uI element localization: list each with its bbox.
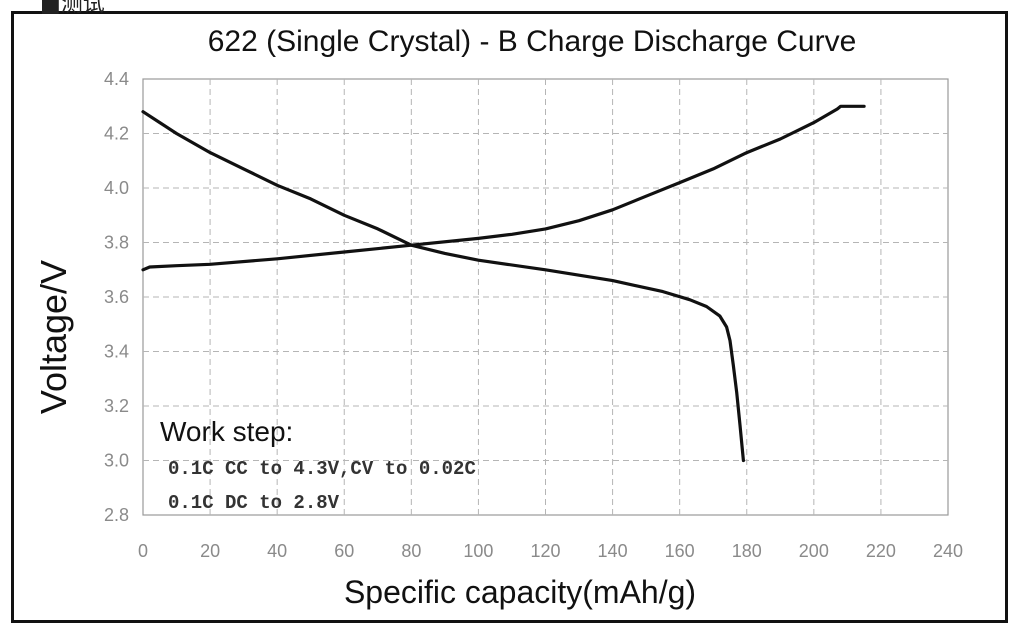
x-axis-label: Specific capacity(mAh/g) [344, 574, 696, 610]
series-line-2 [141, 110, 745, 463]
x-tick-label: 0 [138, 541, 148, 561]
x-tick-label: 80 [401, 541, 421, 561]
top-text-fragment: ■测试 [40, 0, 105, 17]
series-layer [141, 104, 866, 463]
chart-title: 622 (Single Crystal) - B Charge Discharg… [208, 25, 857, 58]
y-axis-ticks: 2.8 3.0 3.2 3.4 3.6 3.8 4.0 4.2 4.4 [104, 69, 129, 525]
x-tick-label: 180 [732, 541, 762, 561]
y-axis-label: Voltage/V [33, 260, 74, 414]
y-tick-label: 3.0 [104, 451, 129, 471]
x-tick-label: 140 [598, 541, 628, 561]
y-tick-label: 3.8 [104, 233, 129, 253]
series-line-1 [141, 104, 866, 272]
y-tick-label: 4.0 [104, 178, 129, 198]
chart-frame [11, 11, 1008, 623]
x-tick-label: 120 [530, 541, 560, 561]
y-tick-label: 2.8 [104, 505, 129, 525]
x-tick-label: 100 [463, 541, 493, 561]
y-tick-label: 3.2 [104, 396, 129, 416]
annotation-line-2: 0.1C DC to 2.8V [168, 492, 340, 514]
y-tick-label: 3.4 [104, 342, 129, 362]
x-axis-ticks: 0 20 40 60 80 100 120 140 160 180 200 220 240 [138, 541, 963, 561]
grid [143, 79, 948, 515]
x-tick-label: 160 [665, 541, 695, 561]
y-tick-label: 3.6 [104, 287, 129, 307]
x-tick-label: 220 [866, 541, 896, 561]
annotation-title: Work step: [160, 416, 293, 447]
x-tick-label: 200 [799, 541, 829, 561]
annotation-line-1: 0.1C CC to 4.3V,CV to 0.02C [168, 458, 476, 480]
x-tick-label: 40 [267, 541, 287, 561]
y-tick-label: 4.4 [104, 69, 129, 89]
x-tick-label: 240 [933, 541, 963, 561]
y-tick-label: 4.2 [104, 124, 129, 144]
x-tick-label: 20 [200, 541, 220, 561]
x-tick-label: 60 [334, 541, 354, 561]
